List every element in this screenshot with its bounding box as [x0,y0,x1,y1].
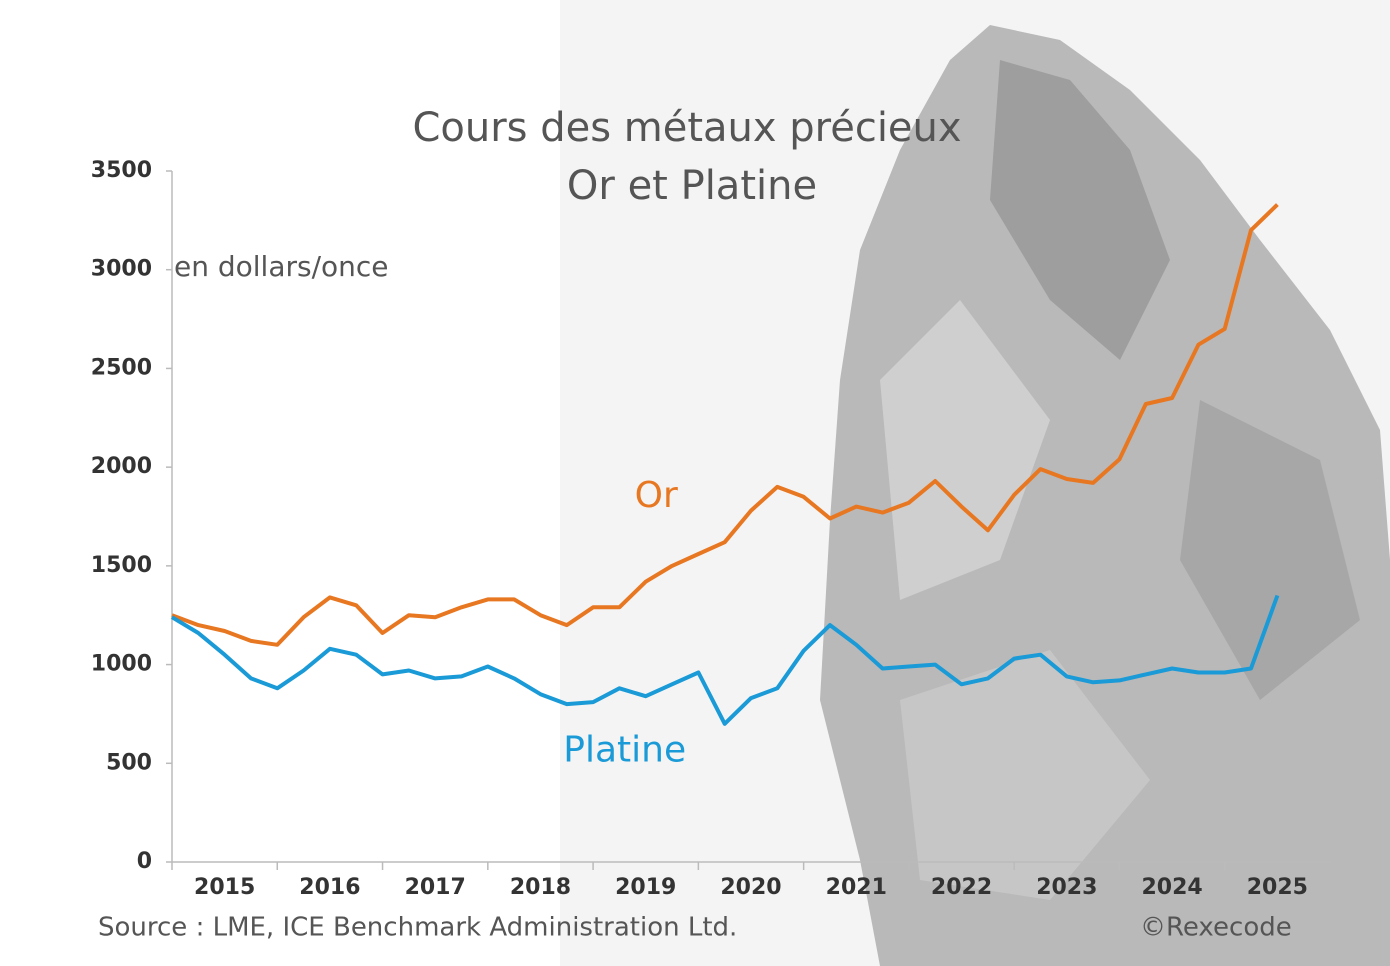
x-tick-label: 2019 [615,875,676,900]
y-axis-unit: en dollars/once [174,250,389,283]
x-tick-label: 2024 [1141,875,1202,900]
y-tick-label: 3500 [91,158,152,183]
x-tick-label: 2022 [931,875,992,900]
series-label: Platine [563,729,686,770]
y-tick-label: 2000 [91,454,152,479]
chart-subtitle: Or et Platine [567,163,817,209]
x-tick-label: 2018 [510,875,571,900]
y-tick-label: 2500 [91,355,152,380]
x-tick-label: 2020 [720,875,781,900]
x-tick-label: 2021 [826,875,887,900]
y-tick-label: 500 [106,750,152,775]
series-label: Or [635,475,678,516]
series-line [170,594,1280,726]
x-tick-label: 2017 [405,875,466,900]
credit: ©Rexecode [1140,913,1292,943]
y-tick-label: 1500 [91,553,152,578]
chart-title: Cours des métaux précieux [412,105,961,151]
y-tick-label: 3000 [91,257,152,282]
y-tick-label: 0 [137,849,152,874]
background-rock [560,0,1390,966]
y-tick-label: 1000 [91,652,152,677]
x-tick-label: 2016 [299,875,360,900]
x-tick-label: 2015 [194,875,255,900]
x-tick-label: 2025 [1247,875,1308,900]
x-tick-label: 2023 [1036,875,1097,900]
series-line [171,203,1279,647]
source-note: Source : LME, ICE Benchmark Administrati… [98,913,737,943]
